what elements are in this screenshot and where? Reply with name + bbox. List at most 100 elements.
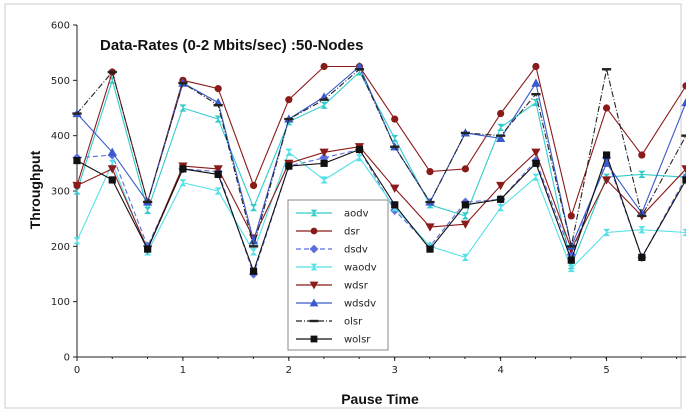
data-point [214, 115, 222, 123]
x-tick-label: 1 [180, 365, 186, 376]
data-point [108, 176, 116, 184]
data-point [638, 151, 646, 159]
data-point [390, 145, 400, 148]
data-point [567, 212, 575, 220]
data-point [682, 82, 686, 90]
data-point [319, 92, 329, 101]
data-point [531, 92, 541, 96]
legend-label: wdsdv [344, 299, 376, 310]
data-point [72, 112, 82, 115]
x-tick-label: 2 [286, 365, 292, 376]
data-point [602, 151, 611, 159]
data-point [249, 204, 258, 212]
legend: aodv dsr dsdv waodv wdsr wdsdv olsr wolsr [287, 199, 389, 351]
data-point [601, 158, 612, 167]
data-point [248, 245, 259, 248]
data-point [637, 208, 647, 217]
series-line-wdsdv [76, 65, 686, 249]
tick-labels: 0 100 200 300 400 500 600 0 1 2 3 4 5 [51, 21, 678, 376]
data-point [310, 335, 318, 343]
data-point [637, 214, 647, 218]
legend-item-aodv: aodv [296, 209, 369, 220]
data-point [284, 117, 294, 121]
series-olsr [72, 68, 686, 249]
data-point [73, 156, 81, 165]
data-point [497, 195, 505, 203]
data-point [426, 168, 434, 176]
data-point [532, 159, 540, 167]
data-point [460, 131, 470, 135]
legend-label: olsr [344, 317, 363, 328]
data-point [249, 267, 258, 275]
data-point [320, 101, 328, 109]
data-point [682, 176, 686, 184]
data-point [638, 170, 646, 178]
x-tick-label: 5 [603, 365, 609, 376]
data-point [310, 263, 318, 271]
legend-box [287, 199, 389, 351]
data-point [391, 134, 399, 143]
series-layer [72, 61, 686, 279]
data-point [309, 281, 319, 290]
legend-label: wolsr [344, 335, 371, 346]
series-line-wdsr [76, 146, 686, 251]
data-point [310, 209, 318, 217]
data-point [355, 145, 364, 154]
y-axis-label: Throughput [27, 150, 43, 229]
data-point [144, 206, 152, 214]
data-point [213, 104, 223, 107]
data-point [72, 181, 82, 191]
data-point [143, 200, 153, 204]
data-point [496, 134, 506, 137]
data-point [320, 62, 328, 71]
data-point [107, 165, 117, 174]
data-point [531, 78, 541, 87]
legend-item-waodv: waodv [296, 263, 377, 274]
data-point [567, 256, 575, 264]
data-point [681, 134, 686, 137]
chart-title: Data-Rates (0-2 Mbits/sec) :50-Nodes [100, 37, 363, 54]
data-point [391, 115, 399, 123]
series-line-waodv [76, 151, 686, 270]
data-point [354, 61, 365, 71]
data-point [179, 165, 187, 173]
data-point [425, 223, 435, 232]
data-point [567, 264, 575, 273]
y-tick-label: 300 [51, 187, 70, 198]
data-point [461, 165, 469, 173]
legend-item-dsdv: dsdv [296, 245, 368, 256]
data-point [320, 159, 328, 167]
data-point [309, 298, 319, 307]
data-point [497, 123, 505, 131]
data-point [601, 68, 612, 71]
series-wolsr [73, 145, 686, 275]
data-point [681, 165, 686, 174]
legend-item-wdsr: wdsr [296, 281, 369, 292]
data-point [249, 248, 258, 256]
data-point [179, 179, 187, 187]
series-line-dsr [76, 65, 686, 218]
data-point [73, 187, 81, 195]
data-point [532, 62, 540, 71]
data-point [108, 159, 116, 167]
legend-item-wdsdv: wdsdv [296, 299, 376, 310]
series-line-olsr [76, 68, 686, 249]
legend-label: dsr [344, 227, 361, 238]
data-point [426, 245, 434, 253]
y-tick-label: 500 [51, 76, 70, 87]
x-tick-label: 4 [497, 365, 503, 376]
legend-label: wdsr [344, 281, 369, 292]
data-point [601, 176, 612, 185]
data-point [355, 154, 364, 162]
data-point [319, 148, 329, 157]
series-dsr [73, 62, 686, 220]
data-point [319, 153, 329, 163]
data-point [107, 147, 117, 156]
x-tick-label: 3 [392, 365, 398, 376]
y-tick-label: 400 [51, 131, 70, 142]
legend-item-olsr: olsr [296, 317, 363, 328]
data-point [354, 68, 365, 71]
data-point [425, 200, 435, 204]
data-point [391, 201, 399, 209]
data-point [144, 245, 152, 253]
